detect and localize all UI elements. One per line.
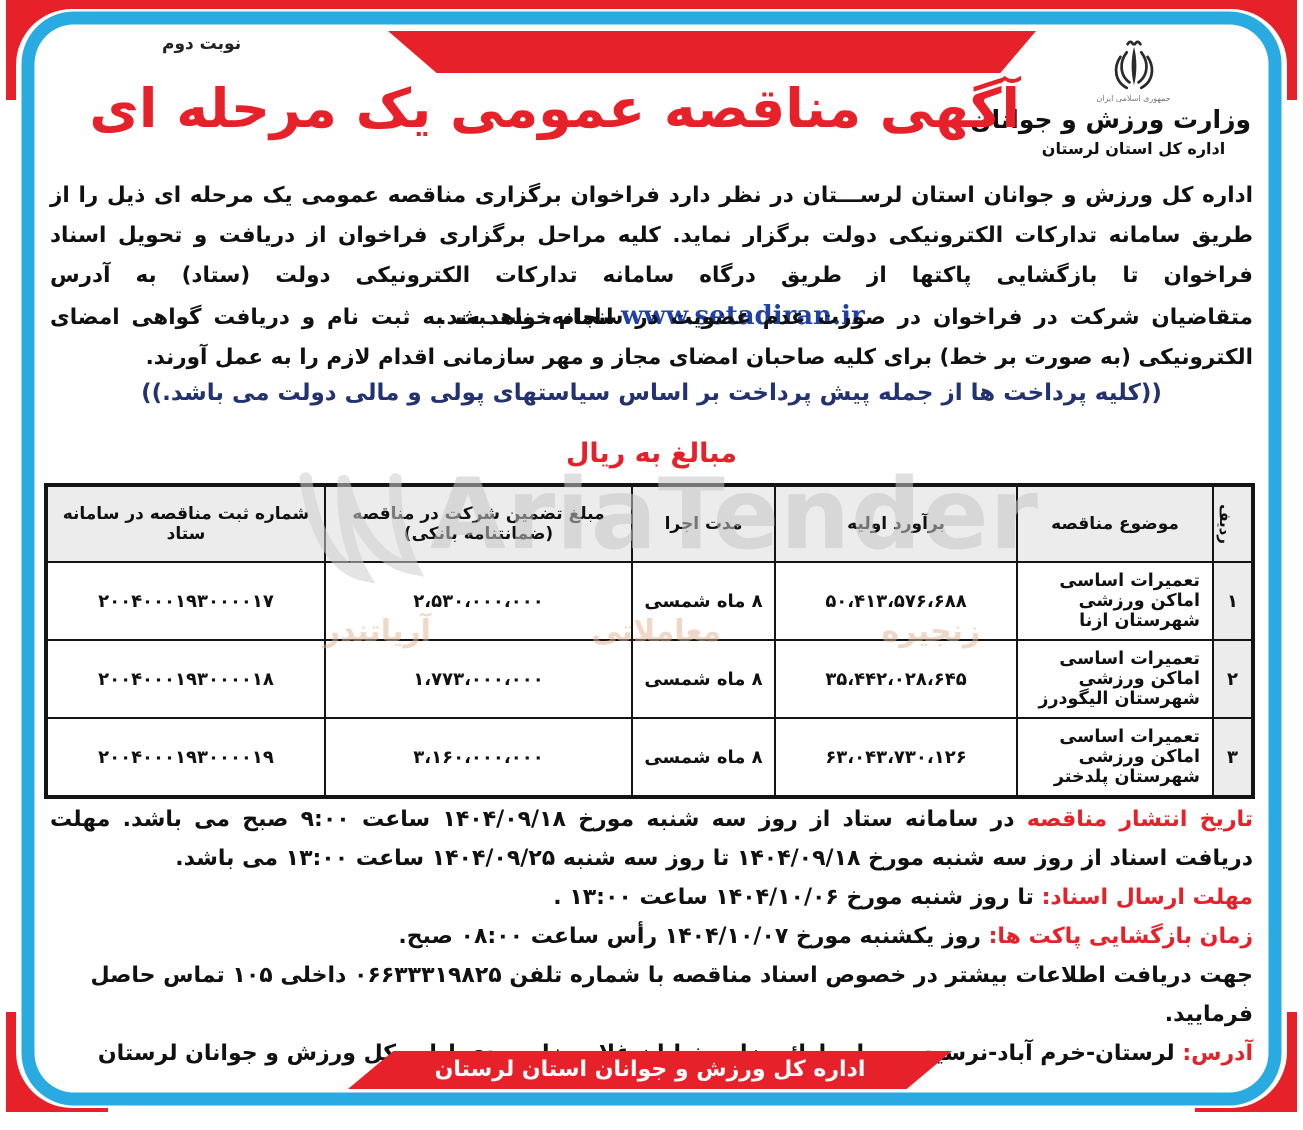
column-header-guarantee: مبلغ تضمین شرکت در مناقصه (ضمانتنامه بان…	[324, 484, 633, 563]
send-deadline-text: تا روز شنبه مورخ ۱۴۰۴/۱۰/۰۶ ساعت ۱۳:۰۰ .	[553, 885, 1042, 910]
footer-details: تاریخ انتشار مناقصه در سامانه ستاد از رو…	[50, 800, 1253, 1073]
setadiran-link[interactable]: www.setadiran.ir	[620, 301, 865, 331]
emblem-caption: جمهوری اسلامی ایران	[1096, 94, 1171, 103]
table-row: ۳ تعمیرات اساسی اماکن ورزشی شهرستان پلدخ…	[45, 717, 1254, 798]
column-header-subject: موضوع مناقصه	[1016, 484, 1214, 563]
cell-setad-number: ۲۰۰۴۰۰۰۱۹۳۰۰۰۰۱۹	[45, 717, 326, 798]
cell-subject: تعمیرات اساسی اماکن ورزشی شهرستان ازنا	[1016, 561, 1214, 641]
cell-guarantee: ۲،۵۳۰،۰۰۰،۰۰۰	[324, 561, 633, 641]
table-row: ۱ تعمیرات اساسی اماکن ورزشی شهرستان ازنا…	[45, 561, 1254, 641]
opening-time-text: روز یکشنبه مورخ ۱۴۰۴/۱۰/۰۷ رأس ساعت ۰۸:۰…	[398, 924, 989, 949]
column-header-row-number: ردیف	[1212, 484, 1254, 563]
cell-row-number: ۳	[1212, 717, 1254, 798]
cell-subject: تعمیرات اساسی اماکن ورزشی شهرستان الیگود…	[1016, 639, 1214, 719]
cell-estimate: ۶۳،۰۴۳،۷۳۰،۱۲۶	[774, 717, 1018, 798]
cell-guarantee: ۳،۱۶۰،۰۰۰،۰۰۰	[324, 717, 633, 798]
row-number-header-label: ردیف	[1216, 504, 1235, 544]
bottom-organization-banner: اداره کل ورزش و جوانان استان لرستان	[348, 1051, 952, 1089]
iran-emblem-icon	[1114, 40, 1153, 90]
ministry-name: وزارت ورزش و جوانان	[970, 105, 1251, 134]
cell-setad-number: ۲۰۰۴۰۰۰۱۹۳۰۰۰۰۱۸	[45, 639, 326, 719]
membership-paragraph: متقاضیان شرکت در فراخوان در صورت عدم عضو…	[50, 305, 1253, 370]
publish-date-text: در سامانه ستاد از روز سه شنبه مورخ ۱۴۰۴/…	[50, 807, 1253, 871]
cell-row-number: ۱	[1212, 561, 1254, 641]
cell-duration: ۸ ماه شمسی	[631, 639, 776, 719]
intro-text-start: اداره کل ورزش و جوانان استان لرســـتان د…	[50, 183, 1253, 288]
department-name: اداره کل استان لرستان	[1041, 139, 1226, 158]
send-deadline-label: مهلت ارسال اسناد:	[1041, 885, 1253, 910]
cell-estimate: ۵۰،۴۱۳،۵۷۶،۶۸۸	[774, 561, 1018, 641]
publish-date-line: تاریخ انتشار مناقصه در سامانه ستاد از رو…	[50, 800, 1253, 878]
contact-info-line: جهت دریافت اطلاعات بیشتر در خصوص اسناد م…	[90, 963, 1253, 1027]
column-header-setad-number: شماره ثبت مناقصه در سامانه ستاد	[45, 484, 326, 563]
cell-estimate: ۳۵،۴۴۲،۰۲۸،۶۴۵	[774, 639, 1018, 719]
organization-block: جمهوری اسلامی ایران وزارت ورزش و جوانان …	[970, 36, 1251, 158]
cell-duration: ۸ ماه شمسی	[631, 717, 776, 798]
amounts-caption: مبالغ به ریال	[565, 438, 738, 469]
cell-setad-number: ۲۰۰۴۰۰۰۱۹۳۰۰۰۰۱۷	[45, 561, 326, 641]
send-deadline-line: مهلت ارسال اسناد: تا روز شنبه مورخ ۱۴۰۴/…	[50, 878, 1253, 917]
intro-text-end: انجام خواهد شد.	[438, 305, 621, 330]
payment-note: ((کلیه پرداخت ها از جمله پیش پرداخت بر ا…	[141, 380, 1162, 406]
table-header-row: ردیف موضوع مناقصه برآورد اولیه مدت اجرا …	[45, 484, 1254, 563]
table-row: ۲ تعمیرات اساسی اماکن ورزشی شهرستان الیگ…	[45, 639, 1254, 719]
cell-subject: تعمیرات اساسی اماکن ورزشی شهرستان پلدختر	[1016, 717, 1214, 798]
tender-table: ردیف موضوع مناقصه برآورد اولیه مدت اجرا …	[44, 483, 1255, 799]
opening-time-line: زمان بازگشایی پاکت ها: روز یکشنبه مورخ ۱…	[50, 917, 1253, 956]
opening-time-label: زمان بازگشایی پاکت ها:	[988, 924, 1253, 949]
cell-row-number: ۲	[1212, 639, 1254, 719]
intro-paragraph: اداره کل ورزش و جوانان استان لرســـتان د…	[50, 176, 1253, 338]
column-header-estimate: برآورد اولیه	[774, 484, 1018, 563]
publish-date-label: تاریخ انتشار مناقصه	[1026, 807, 1254, 832]
column-header-duration: مدت اجرا	[631, 484, 776, 563]
cell-duration: ۸ ماه شمسی	[631, 561, 776, 641]
cell-guarantee: ۱،۷۷۳،۰۰۰،۰۰۰	[324, 639, 633, 719]
page-title: آگهی مناقصه عمومی یک مرحله ای	[89, 77, 1020, 140]
address-label: آدرس:	[1182, 1041, 1253, 1066]
title-banner-shape	[388, 31, 1036, 73]
edition-label: نوبت دوم	[162, 34, 242, 54]
